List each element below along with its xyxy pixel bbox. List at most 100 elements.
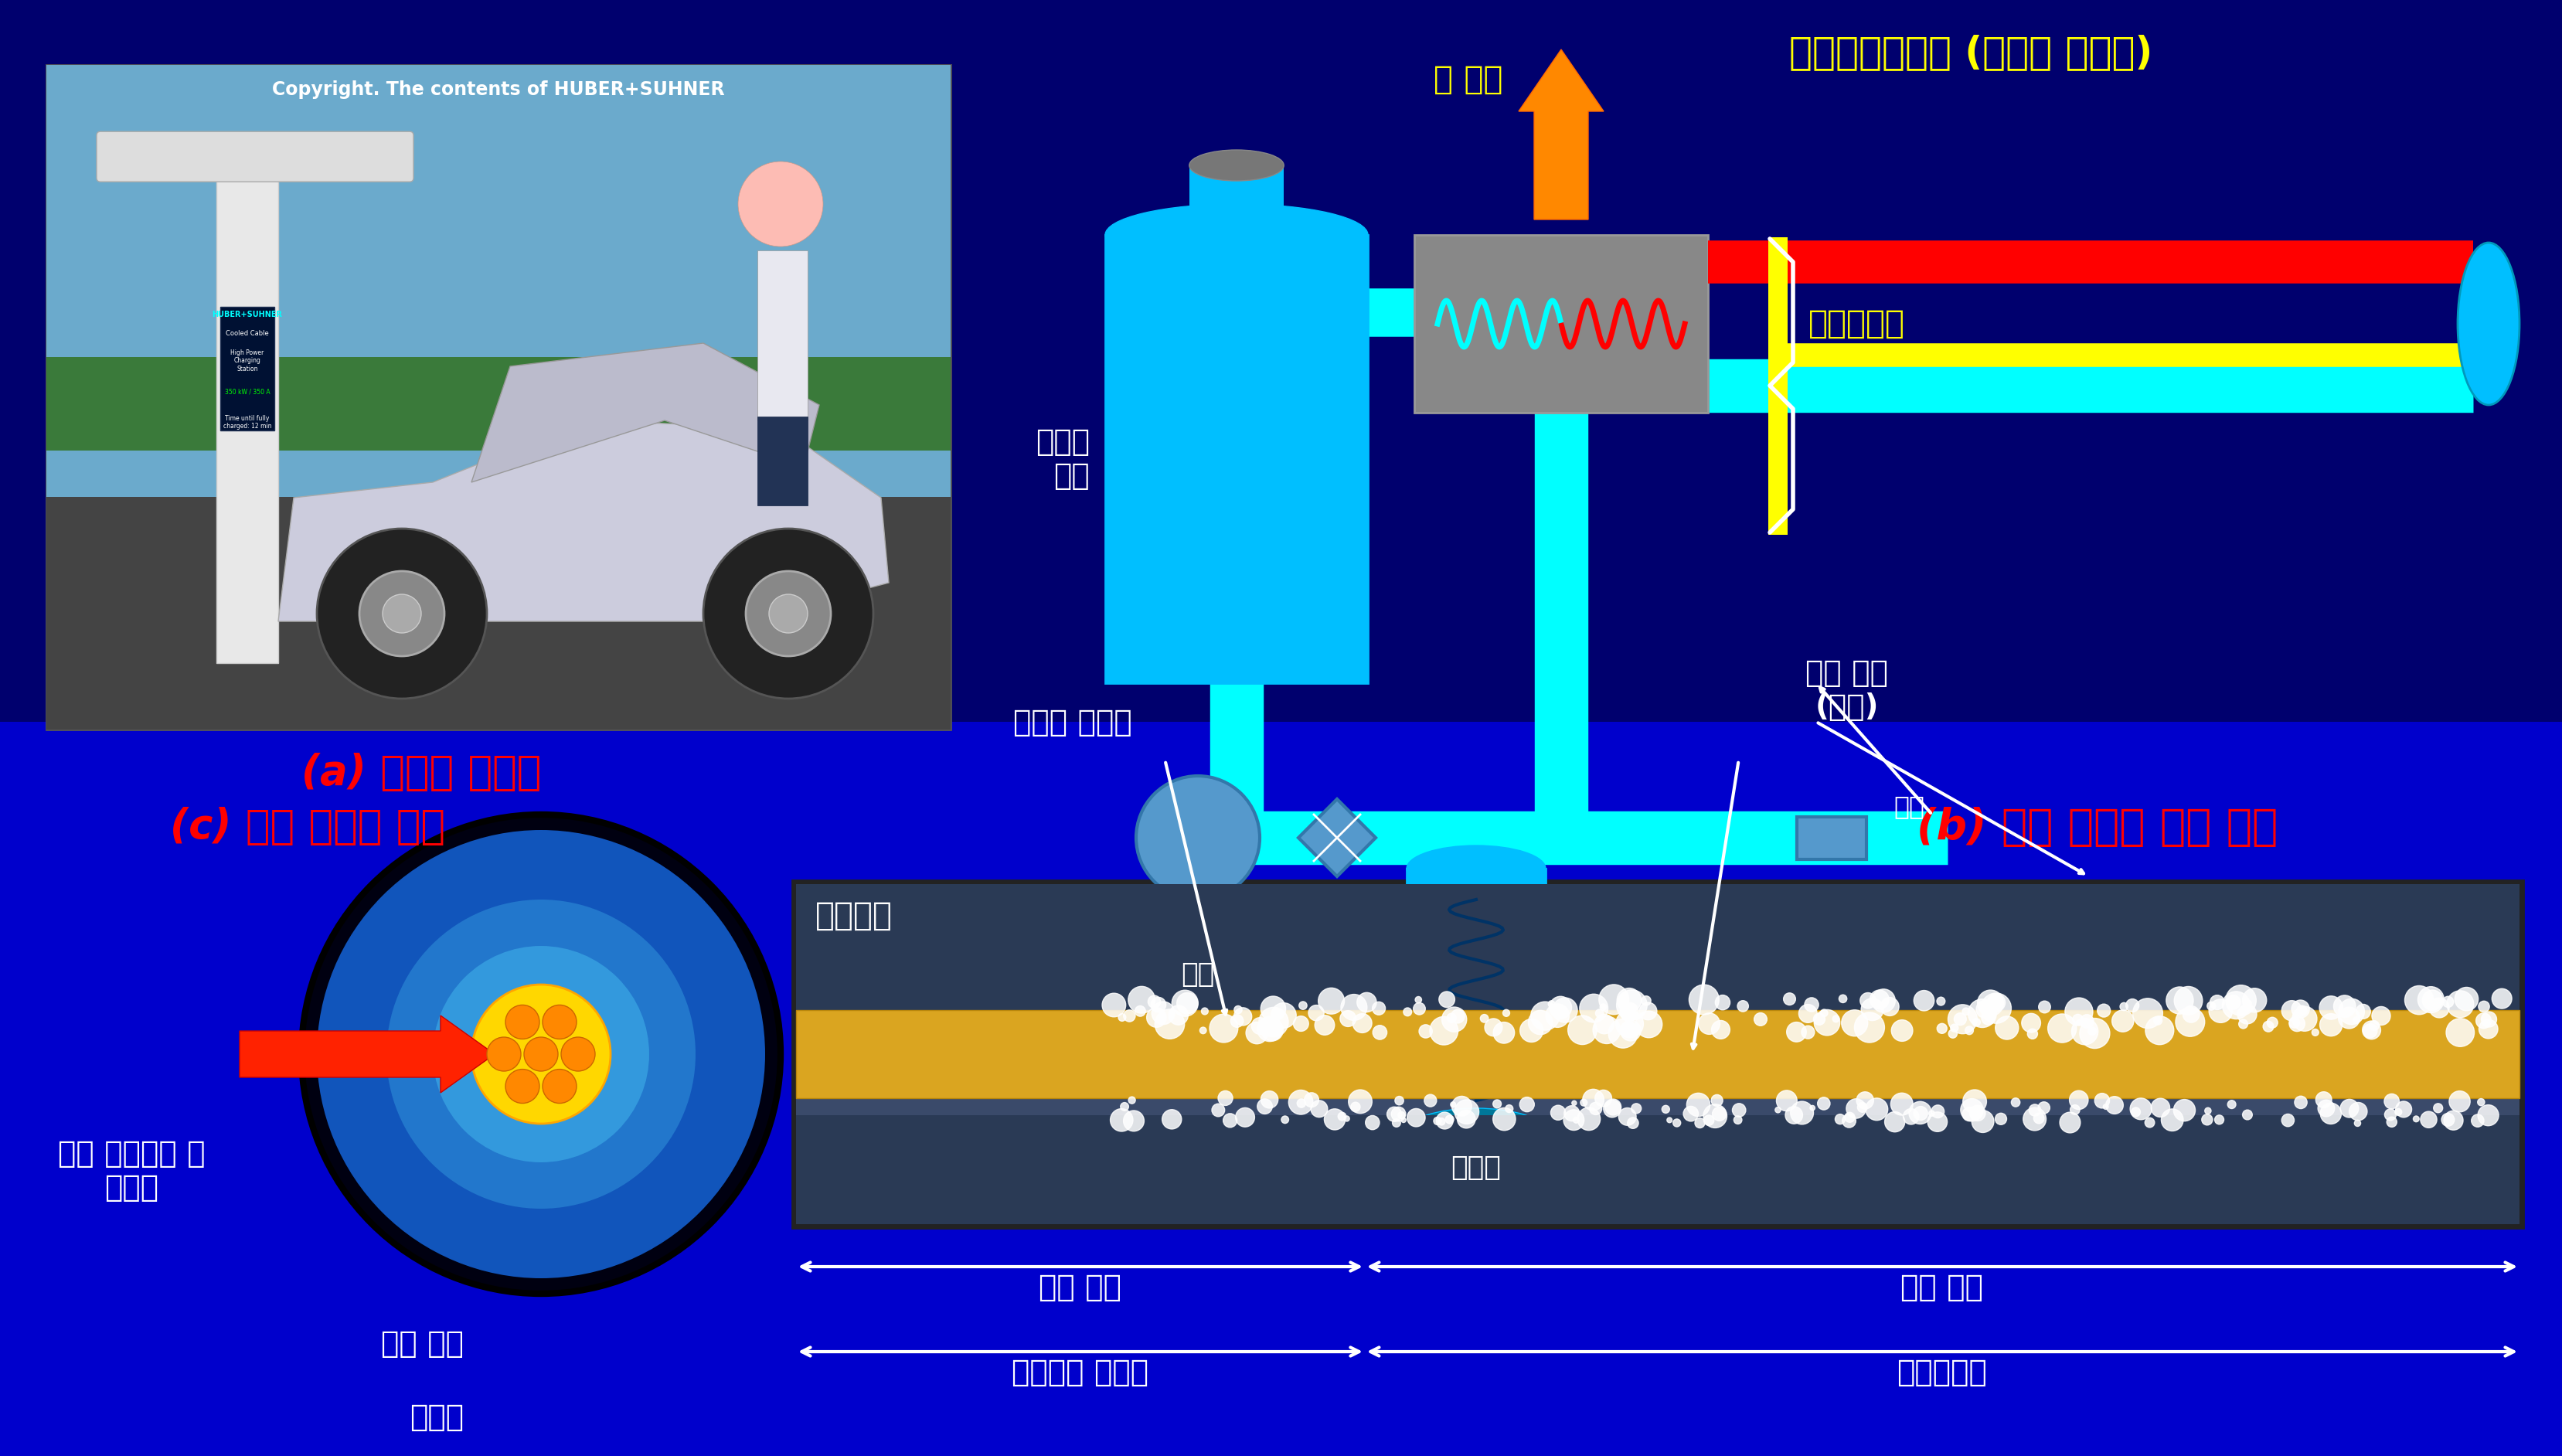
Circle shape: [2070, 1091, 2088, 1109]
Circle shape: [1102, 993, 1125, 1016]
Circle shape: [1176, 993, 1199, 1013]
Circle shape: [1581, 1099, 1588, 1107]
Circle shape: [1150, 997, 1166, 1012]
Text: 완충기: 완충기: [1450, 1155, 1501, 1181]
Circle shape: [1845, 1112, 1855, 1123]
Circle shape: [2029, 1104, 2042, 1117]
Circle shape: [2024, 1108, 2047, 1130]
Circle shape: [2175, 987, 2203, 1015]
Circle shape: [1870, 990, 1888, 1009]
Circle shape: [1530, 1010, 1553, 1035]
Circle shape: [387, 900, 694, 1208]
Circle shape: [1814, 1013, 1824, 1025]
Circle shape: [1401, 1118, 1407, 1123]
Circle shape: [1842, 1114, 1855, 1127]
Circle shape: [2119, 1003, 2129, 1010]
Circle shape: [1832, 1015, 1840, 1022]
Circle shape: [1842, 1010, 1868, 1037]
Circle shape: [2173, 1099, 2196, 1121]
Circle shape: [2096, 1093, 2109, 1108]
Circle shape: [1345, 1115, 1350, 1121]
Circle shape: [1973, 1111, 1993, 1133]
Bar: [792, 881, 2524, 1227]
Circle shape: [525, 1037, 559, 1072]
Bar: [797, 884, 2518, 1026]
Circle shape: [2242, 989, 2267, 1012]
Circle shape: [2334, 996, 2354, 1018]
Circle shape: [433, 946, 648, 1162]
Circle shape: [2221, 992, 2249, 1019]
Circle shape: [1266, 1029, 1271, 1037]
Circle shape: [1235, 1006, 1243, 1013]
Circle shape: [2155, 1016, 2162, 1025]
Circle shape: [1594, 1016, 1619, 1044]
Text: 열 방출: 열 방출: [1435, 64, 1504, 96]
Circle shape: [1258, 1099, 1273, 1114]
Circle shape: [1168, 1006, 1189, 1025]
Circle shape: [1970, 1105, 1986, 1121]
Circle shape: [1519, 1019, 1542, 1042]
Circle shape: [2413, 1115, 2419, 1123]
Text: 폼프: 폼프: [1181, 961, 1214, 987]
Circle shape: [1947, 1005, 1978, 1034]
Circle shape: [1668, 1118, 1673, 1123]
Circle shape: [1704, 1104, 1727, 1128]
Circle shape: [1688, 984, 1719, 1015]
Text: Cooled Cable: Cooled Cable: [225, 331, 269, 336]
Circle shape: [1391, 1118, 1401, 1127]
Circle shape: [1783, 993, 1796, 1005]
Circle shape: [2132, 999, 2162, 1028]
Bar: [46, 496, 951, 729]
Circle shape: [1609, 1019, 1637, 1048]
Circle shape: [2480, 1019, 2498, 1038]
Circle shape: [1261, 1019, 1284, 1041]
Circle shape: [1904, 1108, 1919, 1124]
Circle shape: [1437, 1118, 1445, 1125]
Circle shape: [1809, 1105, 1814, 1111]
Circle shape: [1840, 994, 1847, 1003]
Circle shape: [1617, 1010, 1642, 1038]
Circle shape: [2339, 999, 2365, 1025]
Circle shape: [1932, 1105, 1945, 1118]
Circle shape: [1686, 1093, 1709, 1117]
Bar: [1189, 166, 1284, 211]
Circle shape: [2208, 999, 2232, 1022]
Circle shape: [1125, 1010, 1135, 1022]
Circle shape: [1704, 1115, 1714, 1125]
Circle shape: [1857, 1102, 1868, 1112]
Circle shape: [1202, 1008, 1209, 1015]
Circle shape: [1914, 1107, 1927, 1120]
Circle shape: [2039, 1000, 2050, 1013]
Text: Copyright. The contents of HUBER+SUHNER: Copyright. The contents of HUBER+SUHNER: [272, 80, 725, 99]
Circle shape: [1978, 990, 2003, 1016]
Circle shape: [1550, 996, 1571, 1019]
Circle shape: [2293, 1006, 2316, 1031]
Circle shape: [1755, 1013, 1768, 1026]
Circle shape: [1860, 999, 1883, 1021]
Text: 절연유체: 절연유체: [815, 900, 892, 932]
Circle shape: [1683, 1107, 1699, 1121]
Circle shape: [1217, 1091, 1232, 1105]
Circle shape: [1448, 1013, 1455, 1022]
Circle shape: [1732, 1104, 1745, 1117]
Bar: [758, 250, 807, 421]
Bar: [797, 884, 2518, 1224]
Circle shape: [1955, 1013, 1968, 1025]
Circle shape: [1775, 1107, 1781, 1112]
Text: 냉각액
용기: 냉각액 용기: [1035, 428, 1089, 491]
Circle shape: [1573, 1101, 1576, 1105]
Bar: [1104, 234, 1368, 683]
Circle shape: [1847, 1099, 1865, 1118]
Circle shape: [1632, 1104, 1642, 1114]
Circle shape: [1453, 1096, 1471, 1117]
Circle shape: [1891, 1093, 1914, 1115]
Circle shape: [2472, 1114, 2485, 1127]
Circle shape: [1414, 996, 1422, 1003]
Circle shape: [1404, 1008, 1412, 1016]
Circle shape: [746, 571, 830, 657]
Circle shape: [1245, 1022, 1268, 1044]
Circle shape: [2226, 986, 2257, 1016]
Circle shape: [1816, 1098, 1829, 1109]
Circle shape: [1261, 996, 1286, 1021]
Circle shape: [561, 1037, 594, 1072]
